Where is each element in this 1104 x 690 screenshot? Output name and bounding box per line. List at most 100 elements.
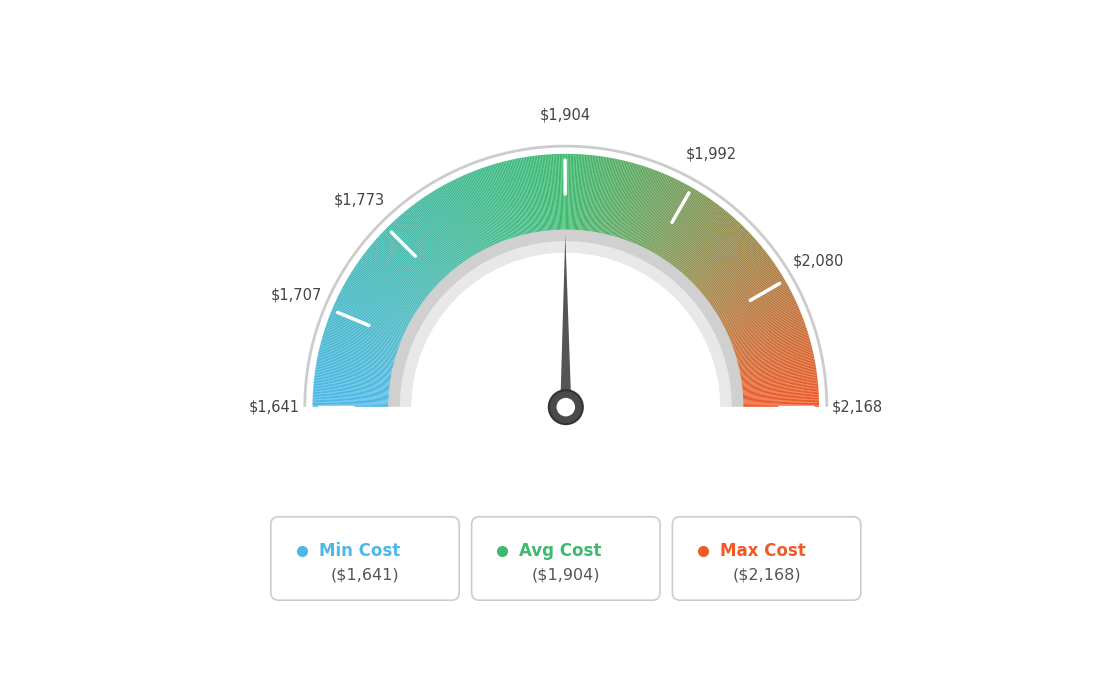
Wedge shape — [702, 247, 763, 297]
Wedge shape — [434, 190, 475, 257]
Wedge shape — [329, 317, 401, 346]
Wedge shape — [692, 231, 750, 286]
Wedge shape — [574, 154, 578, 231]
Wedge shape — [655, 188, 694, 255]
Wedge shape — [501, 161, 522, 237]
Wedge shape — [443, 185, 481, 253]
Wedge shape — [730, 315, 803, 344]
Wedge shape — [372, 244, 432, 294]
Wedge shape — [611, 162, 631, 237]
Wedge shape — [471, 172, 501, 244]
Wedge shape — [585, 155, 594, 233]
Wedge shape — [573, 154, 577, 231]
Wedge shape — [388, 226, 443, 282]
Wedge shape — [554, 154, 559, 231]
Wedge shape — [736, 346, 811, 366]
Wedge shape — [489, 166, 513, 239]
Wedge shape — [318, 355, 393, 372]
Wedge shape — [463, 175, 495, 246]
Wedge shape — [672, 206, 721, 268]
Wedge shape — [739, 357, 815, 373]
Wedge shape — [649, 184, 688, 253]
Wedge shape — [316, 366, 392, 380]
Wedge shape — [312, 396, 390, 400]
Wedge shape — [592, 157, 605, 233]
Wedge shape — [320, 343, 395, 364]
Wedge shape — [563, 154, 564, 231]
Wedge shape — [666, 199, 711, 263]
Wedge shape — [680, 215, 732, 275]
Wedge shape — [734, 332, 808, 356]
Wedge shape — [636, 175, 668, 246]
Wedge shape — [332, 308, 404, 339]
Wedge shape — [380, 234, 437, 288]
Wedge shape — [344, 282, 413, 322]
Wedge shape — [412, 205, 459, 267]
Wedge shape — [317, 359, 393, 375]
Text: ($1,641): ($1,641) — [331, 568, 400, 583]
Wedge shape — [371, 244, 431, 295]
Wedge shape — [722, 290, 792, 327]
Wedge shape — [741, 385, 818, 393]
Wedge shape — [426, 195, 469, 260]
Wedge shape — [723, 295, 794, 331]
Wedge shape — [737, 352, 814, 370]
Wedge shape — [742, 404, 819, 406]
Wedge shape — [490, 165, 514, 239]
Wedge shape — [739, 362, 815, 376]
Wedge shape — [373, 242, 433, 293]
Wedge shape — [709, 258, 772, 304]
Wedge shape — [473, 171, 502, 244]
Wedge shape — [543, 155, 551, 232]
Wedge shape — [381, 233, 438, 286]
Wedge shape — [508, 160, 527, 236]
Wedge shape — [369, 247, 429, 297]
Wedge shape — [740, 366, 816, 380]
Wedge shape — [517, 158, 533, 235]
Wedge shape — [635, 174, 667, 246]
Wedge shape — [528, 157, 541, 233]
Wedge shape — [605, 160, 624, 236]
Wedge shape — [687, 224, 742, 280]
Wedge shape — [650, 185, 689, 253]
Wedge shape — [331, 310, 403, 340]
Wedge shape — [400, 241, 732, 407]
Wedge shape — [478, 169, 506, 242]
Wedge shape — [733, 327, 807, 353]
Wedge shape — [645, 181, 681, 250]
Wedge shape — [697, 237, 755, 290]
Wedge shape — [316, 363, 392, 377]
Wedge shape — [582, 155, 590, 232]
Wedge shape — [643, 179, 678, 249]
Wedge shape — [626, 169, 654, 242]
Wedge shape — [644, 180, 679, 250]
Wedge shape — [572, 154, 575, 231]
Wedge shape — [319, 348, 394, 368]
Wedge shape — [575, 154, 580, 231]
Wedge shape — [742, 400, 819, 403]
Wedge shape — [450, 181, 487, 250]
Wedge shape — [625, 168, 651, 241]
Wedge shape — [736, 347, 813, 366]
Wedge shape — [641, 179, 677, 249]
Wedge shape — [433, 190, 475, 257]
Wedge shape — [735, 337, 809, 359]
Wedge shape — [722, 289, 790, 326]
Wedge shape — [428, 193, 471, 259]
Wedge shape — [322, 335, 397, 358]
Wedge shape — [390, 224, 445, 280]
Wedge shape — [731, 317, 803, 346]
Wedge shape — [696, 236, 754, 289]
Wedge shape — [713, 268, 778, 312]
Wedge shape — [712, 266, 777, 310]
Wedge shape — [665, 197, 710, 262]
Wedge shape — [316, 364, 392, 379]
Wedge shape — [341, 289, 410, 326]
Wedge shape — [353, 268, 418, 312]
Wedge shape — [360, 258, 423, 304]
Wedge shape — [338, 295, 408, 331]
Wedge shape — [348, 277, 415, 317]
Wedge shape — [412, 253, 720, 407]
Wedge shape — [338, 297, 407, 331]
Wedge shape — [735, 338, 810, 360]
